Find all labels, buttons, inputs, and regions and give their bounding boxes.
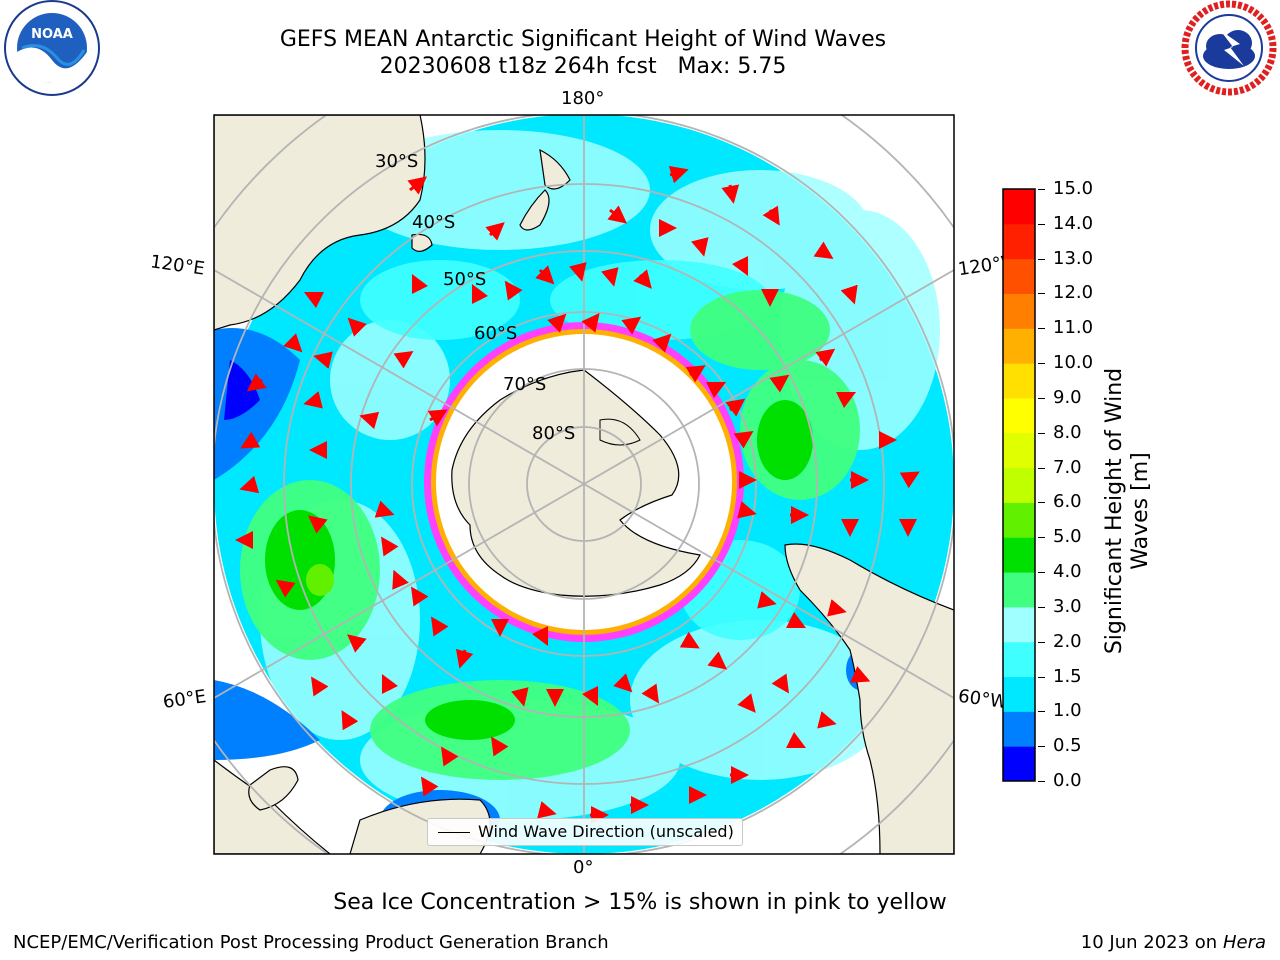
colorbar-tick-label: 0.5	[1053, 735, 1082, 757]
colorbar-tick-label: 10.0	[1053, 352, 1094, 374]
colorbar-label: Significant Height of Wind Waves [m]	[1102, 367, 1153, 655]
colorbar-band	[1003, 328, 1035, 364]
colorbar-tick-label: 13.0	[1053, 247, 1094, 269]
colorbar-band	[1003, 676, 1035, 712]
continents	[214, 115, 954, 854]
colorbar-tick-label: 11.0	[1053, 317, 1094, 339]
lat-label-50s: 50°S	[443, 269, 487, 290]
colorbar-tick-label: 1.5	[1053, 665, 1082, 687]
colorbar-tick-mark	[1038, 258, 1045, 260]
colorbar-tick-mark	[1038, 641, 1045, 643]
run-date-credit: 10 Jun 2023 on Hera	[1081, 932, 1266, 953]
lon-label-120e: 120°E	[148, 251, 206, 280]
colorbar-tick-label: 9.0	[1053, 386, 1082, 408]
colorbar-band	[1003, 258, 1035, 294]
national-weather-service-logo	[1181, 0, 1277, 96]
colorbar-tick-mark	[1038, 328, 1045, 330]
colorbar-band	[1003, 432, 1035, 469]
svg-text:NOAA: NOAA	[31, 27, 73, 42]
colorbar-tick-label: 15.0	[1053, 178, 1094, 199]
producer-credit: NCEP/EMC/Verification Post Processing Pr…	[13, 932, 609, 953]
colorbar-tick-mark	[1038, 397, 1045, 399]
colorbar-tick-mark	[1038, 711, 1045, 713]
colorbar-band	[1003, 641, 1035, 678]
lon-label-60e: 60°E	[161, 686, 208, 713]
colorbar-tick-label: 7.0	[1053, 456, 1082, 478]
colorbar-band	[1003, 363, 1035, 399]
lat-label-80s: 80°S	[532, 423, 576, 444]
colorbar-band	[1003, 397, 1035, 434]
colorbar-tick-label: 1.0	[1053, 700, 1082, 722]
colorbar-tick-label: 0.0	[1053, 770, 1082, 791]
colorbar-tick-mark	[1038, 572, 1045, 574]
colorbar-tick-label: 14.0	[1053, 212, 1094, 234]
colorbar-band	[1003, 711, 1035, 747]
legend-label: Wind Wave Direction (unscaled)	[478, 822, 734, 841]
colorbar-tick-mark	[1038, 537, 1045, 539]
lat-label-40s: 40°S	[412, 212, 456, 233]
colorbar-tick-mark	[1038, 293, 1045, 295]
lon-label-180: 180°	[561, 88, 605, 109]
colorbar-tick-label: 12.0	[1053, 282, 1094, 304]
legend-line-symbol	[438, 832, 470, 833]
colorbar-tick-label: 4.0	[1053, 561, 1082, 583]
run-date: 10 Jun 2023 on	[1080, 932, 1218, 953]
map-legend: Wind Wave Direction (unscaled)	[427, 818, 743, 846]
colorbar-tick-mark	[1038, 606, 1045, 608]
colorbar-tick-mark	[1038, 223, 1045, 225]
noaa-logo: NOAA	[4, 0, 100, 96]
colorbar-tick-mark	[1038, 746, 1045, 748]
lat-label-70s: 70°S	[503, 374, 547, 395]
colorbar-band	[1003, 606, 1035, 643]
colorbar-tick-mark	[1038, 432, 1045, 434]
colorbar-band	[1003, 223, 1035, 260]
colorbar-tick-mark	[1038, 781, 1045, 782]
colorbar-tick-label: 3.0	[1053, 595, 1082, 617]
colorbar-tick-label: 2.0	[1053, 630, 1082, 652]
colorbar-band	[1003, 746, 1035, 782]
colorbar-tick-mark	[1038, 502, 1045, 504]
colorbar-tick-mark	[1038, 189, 1045, 190]
map-subtitle: 20230608 t18z 264h fcst Max: 5.75	[379, 54, 787, 79]
map-title: GEFS MEAN Antarctic Significant Height o…	[279, 27, 887, 52]
lat-label-60s: 60°S	[474, 323, 518, 344]
colorbar-band	[1003, 293, 1035, 329]
colorbar-band	[1003, 537, 1035, 573]
wind-wave-arrows	[235, 165, 920, 824]
colorbar-tick-mark	[1038, 467, 1045, 469]
colorbar-tick-label: 5.0	[1053, 526, 1082, 548]
run-system: Hera	[1222, 932, 1266, 953]
colorbar-band	[1003, 572, 1035, 608]
colorbar-band	[1003, 502, 1035, 538]
wave-height-5-6m	[306, 564, 334, 596]
lon-label-0: 0°	[573, 857, 594, 878]
colorbar	[1002, 188, 1036, 782]
colorbar-tick-label: 6.0	[1053, 491, 1082, 513]
sea-ice-footnote: Sea Ice Concentration > 15% is shown in …	[333, 890, 947, 915]
colorbar-band	[1003, 467, 1035, 503]
colorbar-band	[1003, 189, 1035, 225]
graticule	[214, 115, 954, 854]
colorbar-tick-mark	[1038, 363, 1045, 365]
polar-map	[213, 114, 955, 855]
colorbar-tick-mark	[1038, 676, 1045, 678]
lat-label-30s: 30°S	[375, 151, 419, 172]
colorbar-tick-label: 8.0	[1053, 421, 1082, 443]
